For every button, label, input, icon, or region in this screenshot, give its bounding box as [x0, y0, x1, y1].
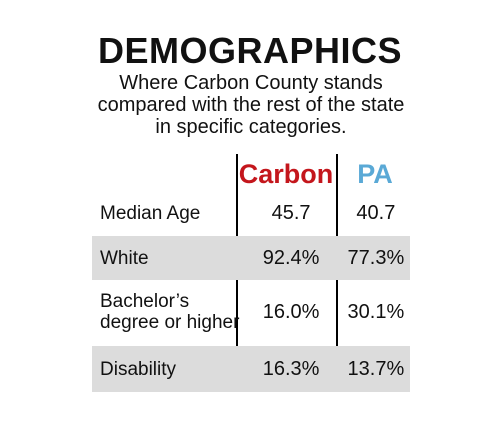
carbon-value: 45.7: [271, 201, 311, 224]
pa-value: 13.7%: [347, 357, 405, 380]
table-row: White 92.4% 77.3%: [92, 236, 410, 280]
page-title: DEMOGRAPHICS: [97, 30, 403, 71]
pa-value: 40.7: [356, 201, 396, 224]
row-label: Disability: [100, 358, 177, 380]
pa-value: 30.1%: [347, 300, 405, 323]
pa-value: 77.3%: [347, 246, 405, 269]
carbon-value: 92.4%: [262, 246, 320, 269]
column-header-pa: PA: [357, 158, 393, 189]
row-label: White: [100, 247, 149, 269]
table-row: Bachelor’s degree or higher 16.0% 30.1%: [92, 284, 410, 340]
table-row: Disability 16.3% 13.7%: [92, 346, 410, 392]
page-subtitle: Where Carbon County stands compared with…: [97, 72, 405, 138]
table-row: Median Age 45.7 40.7: [92, 192, 410, 234]
row-label: Median Age: [100, 202, 201, 224]
carbon-value: 16.3%: [262, 357, 320, 380]
row-label: Bachelor’s degree or higher: [100, 291, 240, 333]
column-header-carbon: Carbon: [238, 158, 334, 189]
carbon-value: 16.0%: [262, 300, 320, 323]
